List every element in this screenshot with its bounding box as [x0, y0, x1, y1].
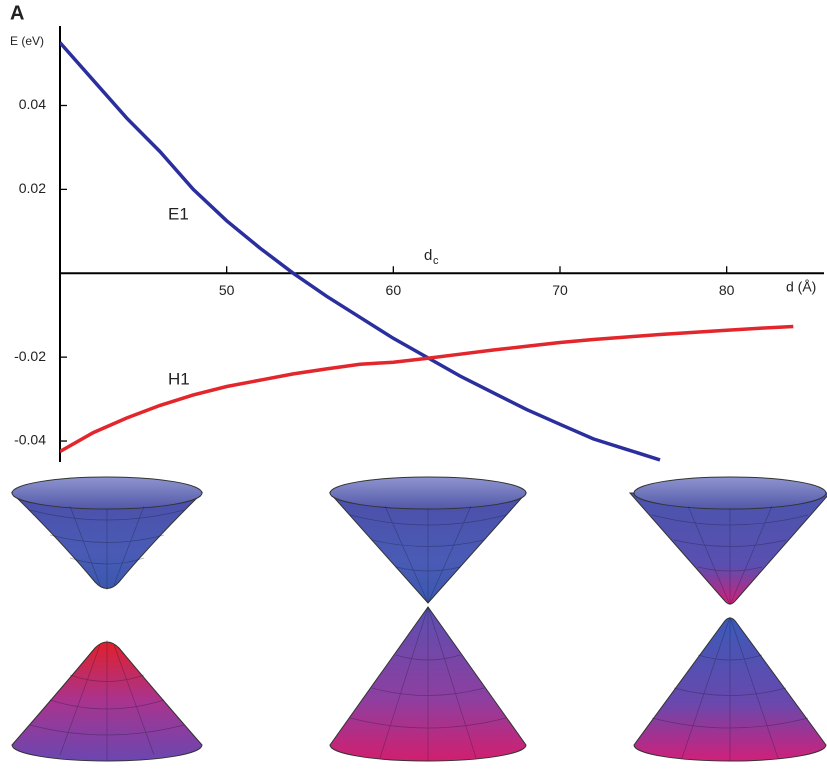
annotation-subscript: c	[433, 255, 439, 267]
x-tick-label: 70	[552, 282, 568, 298]
x-tick-label: 50	[219, 282, 235, 298]
x-tick-label: 60	[386, 282, 402, 298]
series-line	[60, 41, 661, 462]
cone-right	[628, 476, 827, 762]
x-tick-label: 80	[719, 282, 735, 298]
y-tick-label: -0.04	[14, 432, 46, 448]
annotation: H1	[168, 369, 190, 388]
y-axis-label: E (eV)	[10, 34, 44, 48]
plot-area: 0.04 0.02 -0.02 -0.04 50 60 70 80 E1 H1 d c	[14, 26, 824, 462]
cone-middle	[328, 476, 528, 762]
y-tick-label: 0.04	[19, 96, 46, 112]
annotation: d	[424, 247, 432, 264]
cone-illustrations	[10, 476, 827, 762]
x-axis-label: d (Å)	[786, 279, 816, 295]
annotation: E1	[168, 204, 189, 223]
panel-label: A	[10, 2, 24, 24]
y-tick-label: 0.02	[19, 180, 46, 196]
series-line	[60, 324, 794, 454]
cone-left	[10, 476, 204, 762]
y-tick-label: -0.02	[14, 348, 46, 364]
